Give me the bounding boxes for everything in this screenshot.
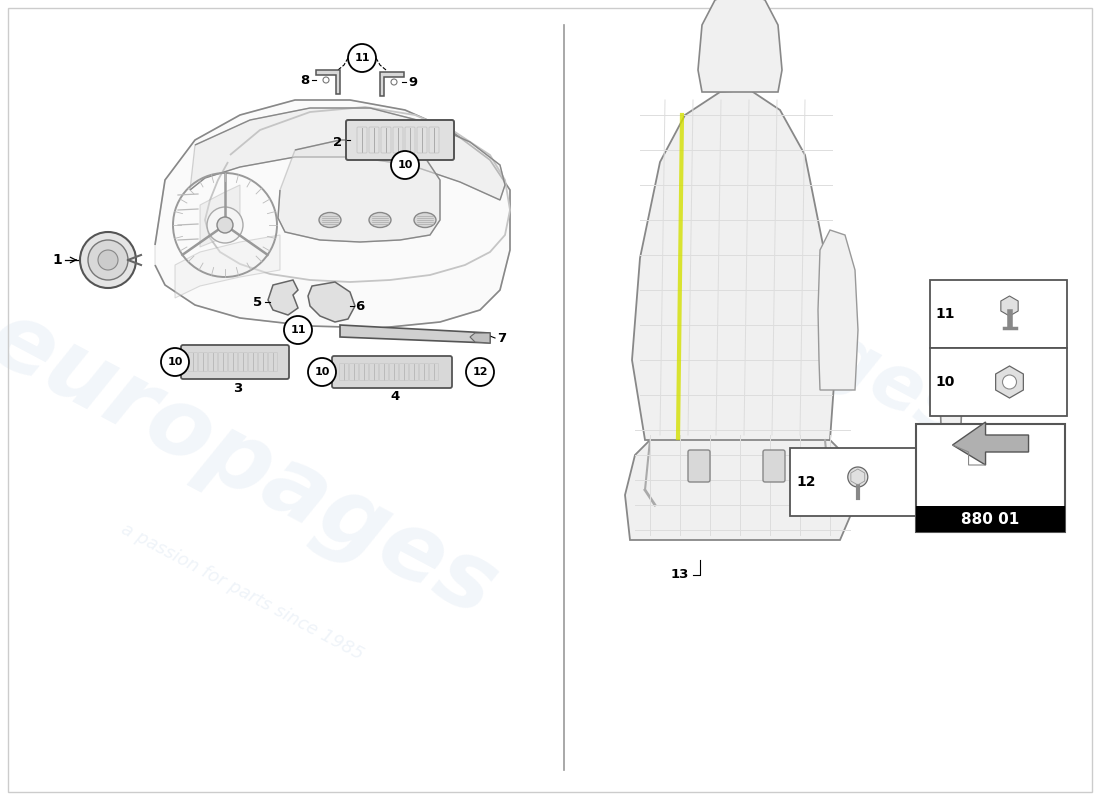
Text: 12: 12 <box>472 367 487 377</box>
Ellipse shape <box>319 213 341 227</box>
Text: 1: 1 <box>52 253 62 267</box>
Polygon shape <box>698 0 782 92</box>
Text: 6: 6 <box>355 299 364 313</box>
Circle shape <box>848 467 868 487</box>
Text: 13: 13 <box>671 569 690 582</box>
FancyBboxPatch shape <box>182 345 289 379</box>
Circle shape <box>88 240 128 280</box>
Text: 8: 8 <box>300 74 309 86</box>
Text: 11: 11 <box>290 325 306 335</box>
Ellipse shape <box>414 213 436 227</box>
Text: 10: 10 <box>397 160 412 170</box>
Circle shape <box>98 250 118 270</box>
Polygon shape <box>190 108 505 200</box>
Polygon shape <box>308 282 355 322</box>
Text: 10: 10 <box>167 357 183 367</box>
Text: 3: 3 <box>233 382 243 394</box>
Circle shape <box>390 151 419 179</box>
Text: 4: 4 <box>390 390 399 403</box>
FancyBboxPatch shape <box>332 356 452 388</box>
Bar <box>930 348 1067 416</box>
Text: 7: 7 <box>497 331 507 345</box>
Circle shape <box>348 44 376 72</box>
Polygon shape <box>632 90 835 440</box>
Polygon shape <box>175 235 280 298</box>
Polygon shape <box>155 100 510 328</box>
Circle shape <box>308 358 336 386</box>
Polygon shape <box>470 333 490 343</box>
Circle shape <box>323 77 329 83</box>
Text: 11: 11 <box>936 307 955 321</box>
Circle shape <box>207 207 243 243</box>
Polygon shape <box>625 430 855 540</box>
Text: 2: 2 <box>333 135 342 149</box>
Circle shape <box>161 348 189 376</box>
Text: 12: 12 <box>796 475 815 489</box>
Text: 5: 5 <box>253 295 263 309</box>
Circle shape <box>1002 375 1016 389</box>
Circle shape <box>390 79 397 85</box>
Text: 10: 10 <box>936 375 955 389</box>
Text: europages: europages <box>0 291 512 637</box>
Polygon shape <box>340 325 490 343</box>
Text: 9: 9 <box>408 75 418 89</box>
Circle shape <box>284 316 312 344</box>
Polygon shape <box>953 422 1028 465</box>
Bar <box>916 424 1065 532</box>
Polygon shape <box>379 72 404 96</box>
FancyBboxPatch shape <box>763 450 785 482</box>
Polygon shape <box>200 185 240 247</box>
Bar <box>930 280 1067 348</box>
FancyBboxPatch shape <box>688 450 710 482</box>
Text: pages: pages <box>716 266 978 454</box>
Polygon shape <box>818 230 858 390</box>
Circle shape <box>80 232 136 288</box>
Polygon shape <box>278 140 440 242</box>
FancyBboxPatch shape <box>346 120 454 160</box>
Text: parts since 1985: parts since 1985 <box>777 427 895 501</box>
Polygon shape <box>940 315 962 485</box>
Bar <box>916 506 1065 532</box>
Text: 11: 11 <box>354 53 370 63</box>
Bar <box>790 448 916 516</box>
Text: a passion for parts since 1985: a passion for parts since 1985 <box>118 520 366 664</box>
Polygon shape <box>316 70 340 94</box>
Ellipse shape <box>368 213 390 227</box>
Polygon shape <box>268 280 298 315</box>
Circle shape <box>217 217 233 233</box>
Text: 10: 10 <box>315 367 330 377</box>
Text: 880 01: 880 01 <box>961 511 1020 526</box>
Circle shape <box>466 358 494 386</box>
Text: 14: 14 <box>953 398 971 411</box>
